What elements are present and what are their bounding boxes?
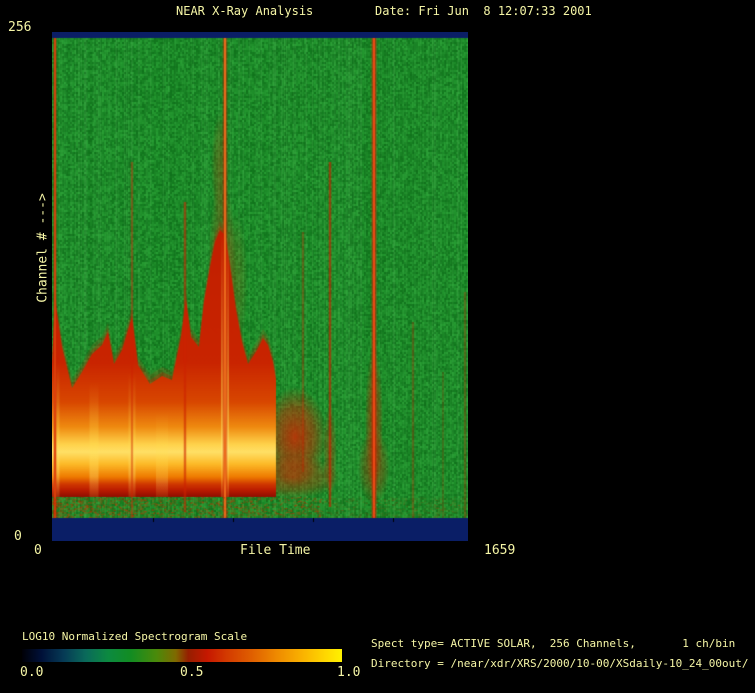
x-axis-max-tick: 1659: [484, 543, 516, 558]
date-label: Date: Fri Jun 8 12:07:33 2001: [375, 4, 592, 18]
colorbar-tick-mid: 0.5: [180, 665, 204, 680]
directory-info: Directory = /near/xdr/XRS/2000/10-00/XSd…: [371, 657, 749, 670]
y-axis-title: Channel # --->: [35, 193, 51, 303]
spectrogram-plot: [52, 32, 468, 541]
x-axis-title: File Time: [240, 543, 311, 558]
colorbar-tick-min: 0.0: [20, 665, 44, 680]
y-axis-max-tick: 256: [8, 20, 32, 35]
x-axis-min-tick: 0: [34, 543, 42, 558]
y-axis-min-tick: 0: [14, 529, 22, 544]
spect-type-info: Spect type= ACTIVE SOLAR, 256 Channels, …: [371, 637, 736, 650]
colorbar-gradient: [22, 649, 342, 662]
colorbar-title: LOG10 Normalized Spectrogram Scale: [22, 630, 248, 643]
page-title: NEAR X-Ray Analysis: [176, 4, 314, 18]
colorbar-tick-max: 1.0: [337, 665, 361, 680]
